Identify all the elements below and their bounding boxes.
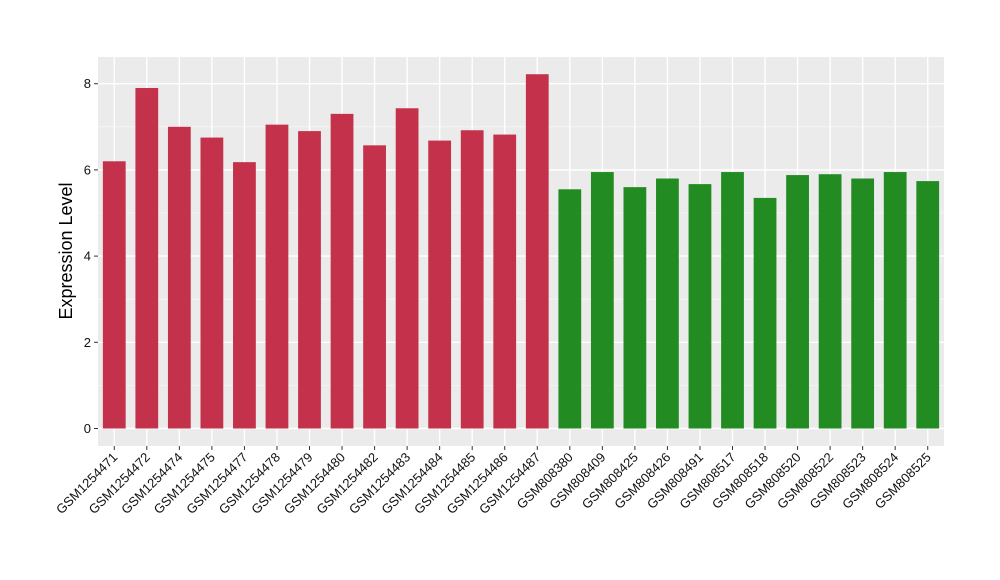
bar-GSM808524[interactable] bbox=[883, 172, 907, 429]
y-tick-label: 6 bbox=[84, 162, 91, 177]
bar-GSM808518[interactable] bbox=[753, 197, 777, 429]
bar-GSM808517[interactable] bbox=[721, 172, 744, 429]
bar-GSM1254479[interactable] bbox=[298, 131, 321, 429]
bar-GSM808520[interactable] bbox=[786, 175, 809, 429]
bar-GSM808522[interactable] bbox=[818, 174, 842, 429]
bar-GSM808525[interactable] bbox=[916, 181, 940, 429]
y-tick-label: 2 bbox=[84, 335, 91, 350]
bar-GSM1254482[interactable] bbox=[363, 145, 386, 429]
x-axis: GSM1254471GSM1254472GSM1254474GSM1254475… bbox=[53, 446, 934, 517]
y-axis: 0 2 4 6 8 bbox=[84, 76, 98, 436]
bar-GSM1254485[interactable] bbox=[460, 130, 484, 429]
bar-GSM1254478[interactable] bbox=[265, 124, 289, 429]
bar-GSM808380[interactable] bbox=[558, 189, 582, 429]
bar-GSM808491[interactable] bbox=[688, 184, 712, 429]
bar-GSM808523[interactable] bbox=[851, 178, 875, 429]
bar-GSM808409[interactable] bbox=[590, 172, 614, 429]
bar-GSM1254483[interactable] bbox=[395, 108, 419, 429]
y-tick-label: 8 bbox=[84, 76, 91, 91]
bar-GSM1254480[interactable] bbox=[330, 113, 354, 429]
bar-GSM1254471[interactable] bbox=[102, 161, 126, 429]
bar-GSM808425[interactable] bbox=[623, 187, 647, 429]
y-tick-label: 0 bbox=[84, 421, 91, 436]
bar-GSM1254474[interactable] bbox=[167, 126, 191, 429]
bar-GSM1254484[interactable] bbox=[428, 140, 452, 429]
bar-GSM808426[interactable] bbox=[656, 178, 679, 429]
plot-panel bbox=[98, 57, 944, 446]
bar-GSM1254472[interactable] bbox=[135, 88, 159, 429]
y-tick-label: 4 bbox=[84, 249, 91, 264]
bar-GSM1254487[interactable] bbox=[525, 74, 549, 429]
y-axis-title: Expression Level bbox=[56, 182, 76, 319]
bar-GSM1254477[interactable] bbox=[233, 162, 256, 429]
bar-GSM1254475[interactable] bbox=[200, 137, 224, 429]
bars bbox=[102, 74, 940, 429]
bar-GSM1254486[interactable] bbox=[493, 134, 517, 429]
